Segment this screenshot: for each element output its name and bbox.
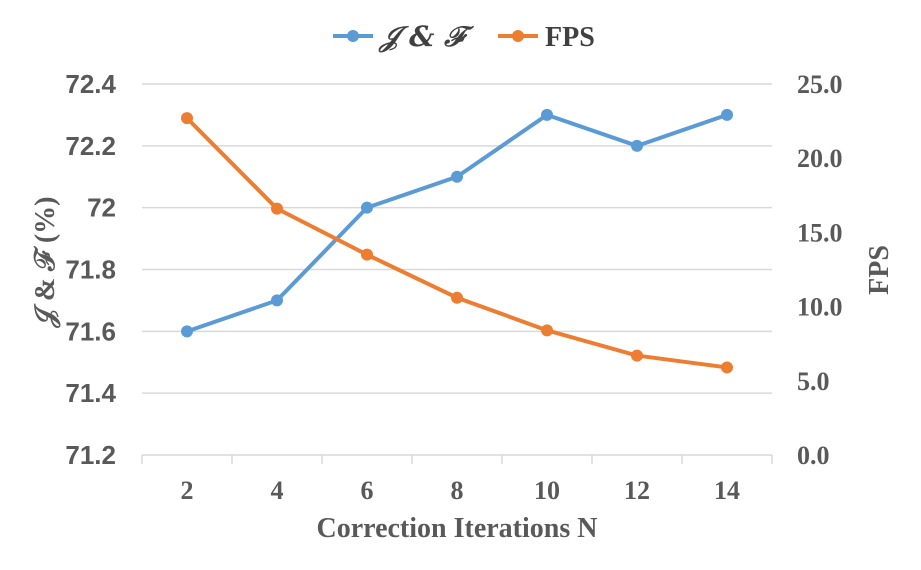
y-tick-label-right: 0.0 <box>797 441 830 470</box>
legend-item-fps: FPS <box>498 22 595 53</box>
gridlines <box>142 83 772 394</box>
x-axis-ticks: 2 4 6 8 10 12 14 <box>141 455 773 505</box>
data-point <box>361 248 373 261</box>
series-fps <box>181 112 733 374</box>
y-tick-label-left: 71.8 <box>65 255 116 285</box>
y-tick-label-right: 15.0 <box>797 218 843 247</box>
y-tick-label-left: 71.2 <box>65 440 116 470</box>
y-tick-label-right: 20.0 <box>797 144 843 173</box>
data-point <box>451 170 463 183</box>
x-tick-label: 8 <box>451 476 464 505</box>
legend-marker-jf <box>347 30 359 42</box>
legend-label-fps: FPS <box>545 22 595 53</box>
legend-label-jf: 𝒥 & ℱ <box>378 20 474 53</box>
data-point <box>631 139 643 152</box>
data-point <box>181 325 193 338</box>
data-point <box>721 108 733 121</box>
x-axis-title: Correction Iterations N <box>317 513 598 544</box>
data-point <box>361 201 373 214</box>
data-point <box>451 291 463 304</box>
y-tick-label-right: 10.0 <box>797 293 843 322</box>
series-line <box>185 116 728 370</box>
y-tick-label-left: 72.4 <box>65 69 116 99</box>
y-tick-label-left: 72 <box>87 193 116 223</box>
y-tick-label-right: 5.0 <box>797 367 830 396</box>
data-point <box>541 108 553 121</box>
data-point <box>721 361 733 374</box>
y-axis-left-title: 𝒥 & ℱ (%) <box>30 197 61 329</box>
x-tick-label: 4 <box>271 476 284 505</box>
y-axis-right-title: FPS <box>864 245 895 295</box>
legend-marker-fps <box>512 30 524 42</box>
data-point <box>541 324 553 337</box>
x-tick-label: 14 <box>714 476 740 505</box>
legend: 𝒥 & ℱ FPS <box>333 20 595 53</box>
legend-item-jf: 𝒥 & ℱ <box>333 20 474 53</box>
data-point <box>271 202 283 215</box>
data-point <box>181 112 193 125</box>
series-jf <box>181 108 733 338</box>
y-axis-left-ticks: 71.2 71.4 71.6 71.8 72 72.2 72.4 <box>65 69 116 470</box>
data-point <box>631 349 643 362</box>
y-axis-right-ticks: 0.0 5.0 10.0 15.0 20.0 25.0 <box>797 70 843 470</box>
y-tick-label-left: 72.2 <box>65 131 116 161</box>
y-tick-label-left: 71.4 <box>65 378 116 408</box>
series-group <box>181 108 733 374</box>
x-tick-label: 2 <box>181 476 194 505</box>
x-tick-label: 12 <box>624 476 650 505</box>
x-tick-label: 10 <box>534 476 560 505</box>
data-point <box>271 294 283 307</box>
y-tick-label-right: 25.0 <box>797 70 843 99</box>
x-tick-label: 6 <box>361 476 374 505</box>
y-tick-label-left: 71.6 <box>65 316 116 346</box>
